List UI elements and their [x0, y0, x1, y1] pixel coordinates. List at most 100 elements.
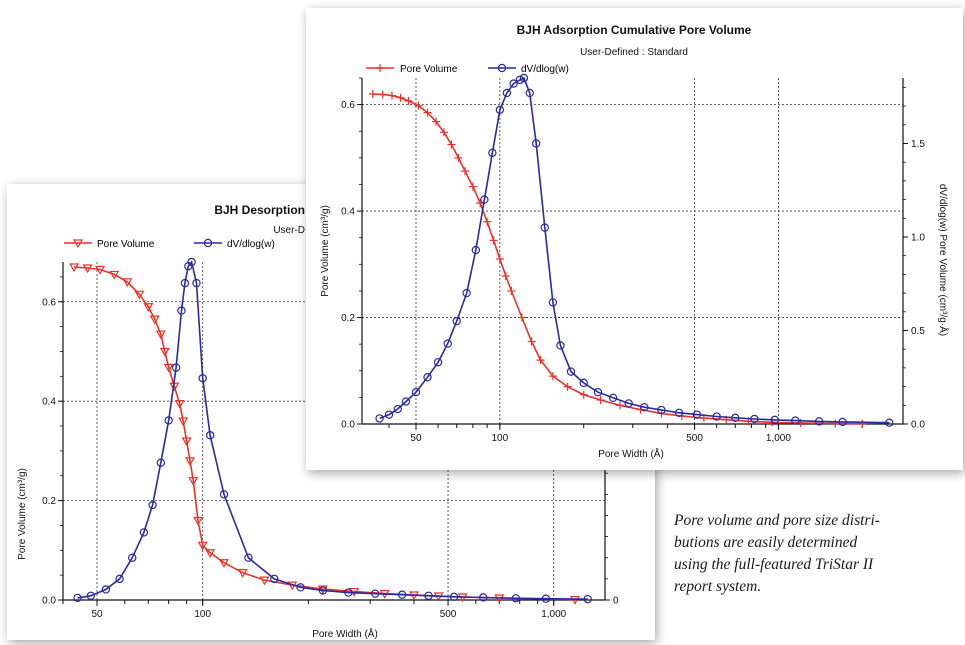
- data-point: [515, 75, 525, 85]
- data-point: [134, 290, 145, 300]
- data-point: [770, 415, 779, 425]
- data-point: [184, 457, 196, 467]
- x-tick-label: 50: [410, 433, 422, 444]
- data-point: [497, 63, 507, 73]
- series-line: [77, 260, 588, 600]
- data-point: [205, 431, 215, 440]
- caption-line: butions are easily determined: [674, 534, 858, 551]
- series-line: [372, 93, 863, 425]
- data-point: [181, 437, 192, 447]
- data-point: [439, 128, 448, 137]
- data-point: [488, 148, 497, 158]
- y-tick-label: 0.0: [42, 596, 56, 607]
- y-tick-label: 0.4: [341, 207, 355, 218]
- data-point: [423, 108, 432, 117]
- data-point: [583, 594, 592, 604]
- data-point: [548, 372, 557, 381]
- data-point: [540, 223, 550, 232]
- y-axis-label: Pore Volume (cm³/g): [17, 468, 28, 560]
- data-point: [82, 264, 93, 274]
- data-point: [593, 388, 603, 397]
- data-point: [177, 306, 186, 315]
- data-point: [397, 590, 407, 599]
- y2-tick-label: 0.0: [911, 420, 925, 431]
- data-point: [378, 90, 387, 99]
- adsorption-chart-panel: BJH Adsorption Cumulative Pore Volume Us…: [306, 8, 963, 470]
- data-point: [449, 592, 459, 602]
- data-point: [205, 549, 216, 558]
- y-tick-label: 0.0: [341, 420, 355, 431]
- y2-tick-label: 0.5: [911, 326, 925, 337]
- data-point: [791, 416, 800, 425]
- data-point: [692, 410, 702, 419]
- data-point: [163, 363, 174, 373]
- x-tick-label: 50: [91, 609, 103, 620]
- data-point: [480, 195, 489, 204]
- data-point: [149, 315, 160, 325]
- y2-tick-label: 0: [613, 596, 619, 607]
- data-point: [193, 516, 204, 526]
- data-point: [616, 401, 625, 410]
- data-point: [531, 139, 541, 148]
- data-point: [423, 373, 432, 382]
- data-point: [375, 414, 384, 423]
- x-tick-label: 500: [440, 609, 457, 620]
- data-point: [411, 388, 421, 397]
- legend-label-dvdlogw: dV/dlog(w): [521, 64, 569, 75]
- data-point: [501, 272, 510, 281]
- caption-line: Pore volume and pore size distri-: [674, 512, 880, 529]
- data-point: [387, 91, 396, 100]
- data-point: [187, 257, 196, 267]
- data-point: [640, 402, 649, 412]
- y-tick-label: 0.6: [341, 100, 355, 111]
- data-point: [712, 412, 721, 421]
- data-point: [368, 89, 377, 98]
- y2-tick-label: 1.0: [911, 232, 925, 243]
- data-point: [178, 417, 189, 427]
- x-tick-label: 1,000: [541, 609, 566, 620]
- data-point: [838, 417, 847, 427]
- data-point: [174, 400, 185, 409]
- data-point: [101, 585, 111, 594]
- data-point: [122, 278, 133, 288]
- data-point: [414, 101, 423, 110]
- data-point: [566, 367, 576, 376]
- data-point: [86, 591, 95, 600]
- data-point: [143, 303, 154, 312]
- data-point: [401, 397, 411, 406]
- data-point: [579, 378, 588, 388]
- data-point: [237, 569, 248, 578]
- data-point: [396, 93, 405, 102]
- data-point: [203, 238, 213, 248]
- data-point: [155, 330, 166, 340]
- data-point: [579, 390, 588, 399]
- data-point: [384, 410, 394, 419]
- data-point: [507, 286, 516, 295]
- data-point: [548, 298, 558, 307]
- series-dvdlogw: [73, 257, 592, 604]
- data-point: [471, 245, 481, 255]
- legend: [64, 238, 222, 249]
- x-axis-label: Pore Width (Å): [312, 627, 378, 640]
- adsorption-chart: BJH Adsorption Cumulative Pore Volume Us…: [320, 23, 950, 460]
- data-point: [479, 593, 488, 602]
- data-point: [95, 265, 106, 275]
- data-point: [563, 382, 572, 391]
- data-point: [517, 313, 526, 322]
- data-point: [489, 236, 498, 245]
- data-point: [536, 356, 545, 365]
- chart-title: BJH Desorption: [214, 203, 305, 217]
- data-point: [296, 583, 305, 592]
- data-point: [447, 140, 456, 149]
- series-line: [379, 76, 890, 424]
- chart-subtitle: User-Defined : Standard: [580, 47, 688, 58]
- data-point: [885, 418, 894, 427]
- data-point: [858, 419, 867, 428]
- data-point: [128, 553, 137, 562]
- data-point: [624, 399, 633, 408]
- data-point: [424, 591, 433, 600]
- data-point: [164, 416, 173, 425]
- data-point: [468, 182, 477, 191]
- data-point: [156, 458, 166, 467]
- series-dvdlogw: [375, 73, 894, 427]
